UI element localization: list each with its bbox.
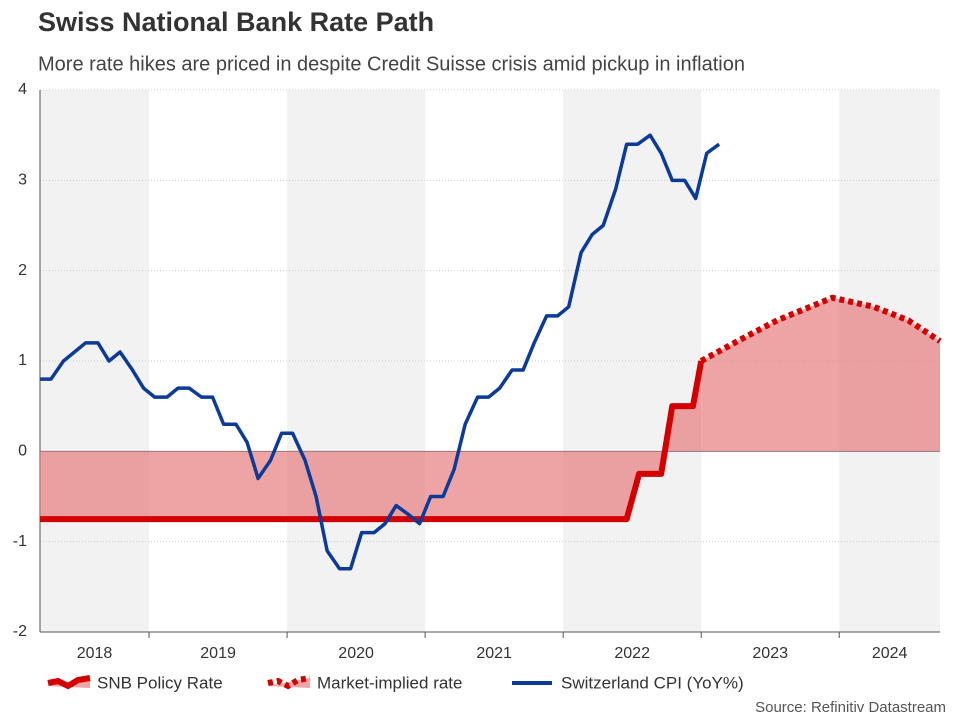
x-tick-label: 2024	[872, 645, 908, 662]
y-tick-label: 1	[18, 352, 27, 369]
y-tick-label: 2	[18, 262, 27, 279]
x-tick-label: 2018	[77, 645, 113, 662]
legend-line	[47, 675, 91, 690]
legend-line	[267, 675, 311, 690]
y-tick-label: 4	[18, 81, 27, 98]
x-tick-label: 2022	[614, 645, 650, 662]
rate-area	[701, 297, 940, 452]
source-note: Source: Refinitiv Datastream	[755, 699, 946, 716]
legend-swatch	[268, 678, 310, 688]
legend-label: SNB Policy Rate	[97, 673, 223, 692]
legend-label: Market-implied rate	[317, 673, 463, 692]
series-line	[40, 133, 721, 571]
x-tick-label: 2021	[476, 645, 512, 662]
y-tick-label: -2	[13, 623, 27, 640]
x-tick-label: 2023	[752, 645, 788, 662]
x-tick-label: 2020	[338, 645, 374, 662]
chart-title: Swiss National Bank Rate Path	[38, 7, 434, 37]
y-tick-label: 0	[18, 443, 27, 460]
series-line	[40, 360, 705, 523]
chart-subtitle: More rate hikes are priced in despite Cr…	[38, 53, 745, 75]
rate-area	[40, 361, 702, 520]
series-line	[699, 294, 942, 364]
legend-label: Switzerland CPI (YoY%)	[561, 673, 744, 692]
x-tick-label: 2019	[200, 645, 236, 662]
y-tick-label: -1	[13, 533, 27, 550]
y-tick-label: 3	[18, 172, 27, 189]
